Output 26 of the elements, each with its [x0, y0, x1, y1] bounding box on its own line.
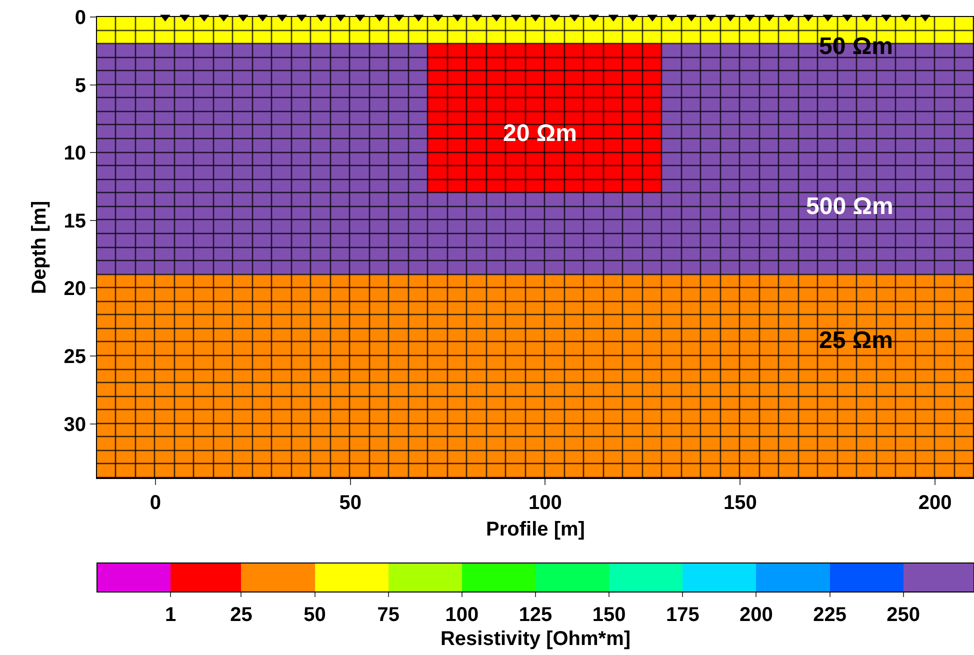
x-tick-label: 200: [918, 492, 952, 514]
y-tick-label: 5: [74, 74, 86, 97]
y-axis-title: Depth [m]: [28, 200, 50, 294]
color-bar-label: 150: [592, 604, 626, 626]
x-tick-label: 50: [339, 492, 362, 514]
x-tick-label: 100: [528, 492, 562, 514]
color-bar-label: 1: [165, 604, 176, 626]
color-bar-title: Resistivity [Ohm*m]: [440, 628, 631, 650]
x-tick-label: 150: [723, 492, 757, 514]
y-tick-label: 10: [64, 142, 86, 165]
y-tick-label: 20: [64, 278, 86, 300]
color-bar-label: 125: [518, 604, 552, 626]
color-bar-label: 225: [813, 604, 846, 626]
color-bar-label: 100: [445, 604, 479, 626]
color-bar-label: 175: [666, 604, 700, 626]
color-bar-label: 200: [740, 604, 773, 626]
color-bar-label: 25: [230, 604, 252, 626]
color-bar-label: 75: [377, 604, 400, 626]
color-bar-label: 50: [304, 604, 326, 626]
y-tick-label: 25: [64, 346, 86, 368]
color-bar-label: 250: [886, 604, 920, 626]
x-tick-label: 0: [150, 492, 162, 514]
y-tick-label: 30: [64, 414, 86, 436]
y-tick-label: 15: [64, 210, 86, 232]
x-axis-title: Profile [m]: [486, 518, 585, 540]
y-tick-label: 0: [74, 7, 86, 29]
